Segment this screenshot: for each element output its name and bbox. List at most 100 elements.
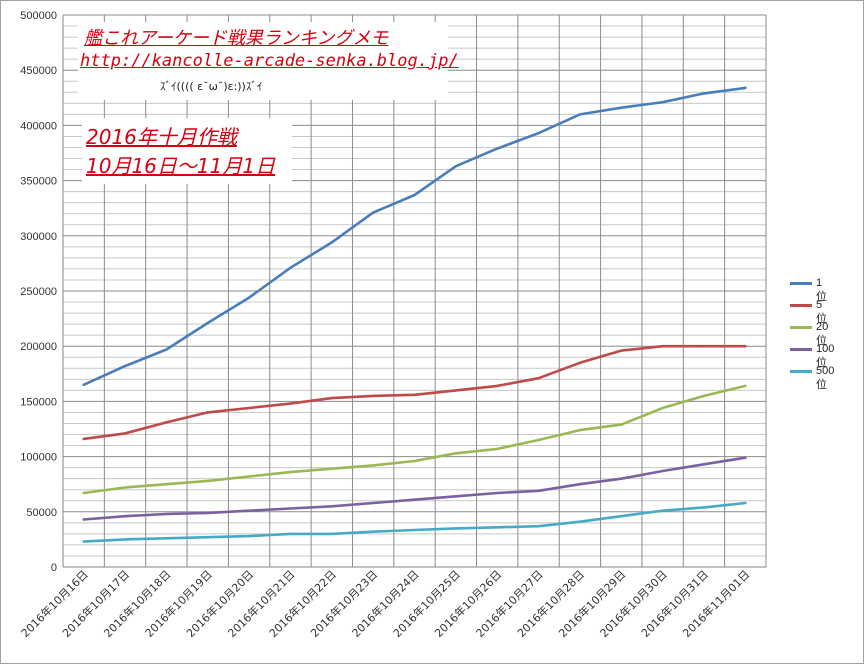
data-point bbox=[578, 428, 582, 432]
x-tick-labels: 2016年10月16日2016年10月17日2016年10月18日2016年10… bbox=[18, 567, 752, 640]
data-point bbox=[744, 456, 747, 459]
legend-label: 1位 bbox=[816, 277, 827, 303]
series-line-500位 bbox=[82, 501, 747, 543]
y-tick-label: 250000 bbox=[20, 286, 57, 298]
data-point bbox=[496, 526, 499, 529]
data-point bbox=[371, 211, 375, 214]
data-point bbox=[454, 165, 458, 168]
data-point bbox=[123, 432, 127, 435]
data-point bbox=[413, 528, 416, 532]
event-dates: 10月16日～11月1日 bbox=[86, 154, 276, 178]
data-point bbox=[661, 345, 664, 348]
data-point bbox=[82, 518, 85, 521]
legend-swatch bbox=[790, 326, 812, 329]
data-point bbox=[289, 266, 292, 270]
data-point bbox=[330, 467, 333, 470]
site-url: http://kancolle-arcade-senka.blog.jp/ bbox=[80, 51, 459, 71]
y-tick-label: 500000 bbox=[20, 10, 57, 22]
legend-swatch bbox=[790, 304, 812, 307]
data-point bbox=[371, 464, 375, 467]
data-point bbox=[330, 532, 333, 536]
data-point bbox=[702, 345, 706, 348]
data-point bbox=[371, 394, 375, 398]
data-point bbox=[744, 86, 747, 90]
data-point bbox=[289, 532, 292, 536]
data-point bbox=[537, 131, 540, 135]
data-point bbox=[247, 509, 251, 512]
data-point bbox=[620, 515, 623, 518]
data-point bbox=[537, 489, 540, 493]
y-tick-label: 100000 bbox=[20, 452, 57, 464]
data-point bbox=[247, 406, 251, 410]
legend-swatch bbox=[790, 282, 812, 285]
legend-swatch bbox=[790, 370, 812, 373]
event-background bbox=[82, 118, 292, 184]
data-point bbox=[537, 438, 540, 442]
data-point bbox=[82, 383, 85, 387]
data-point bbox=[123, 364, 127, 368]
series-line-5位 bbox=[82, 344, 747, 441]
y-tick-label: 450000 bbox=[20, 65, 57, 77]
y-tick-label: 300000 bbox=[20, 231, 57, 243]
data-point bbox=[661, 509, 664, 512]
data-point bbox=[702, 463, 706, 466]
axes bbox=[62, 15, 766, 568]
legend-swatch bbox=[790, 348, 812, 351]
data-point bbox=[537, 377, 540, 380]
data-point bbox=[371, 530, 375, 533]
data-point bbox=[620, 477, 623, 480]
data-point bbox=[620, 423, 623, 426]
data-point bbox=[454, 495, 458, 498]
y-tick-label: 0 bbox=[51, 562, 57, 574]
legend-label: 100位 bbox=[816, 343, 835, 369]
data-point bbox=[454, 389, 458, 392]
data-point bbox=[744, 345, 747, 348]
series-line-100位 bbox=[82, 456, 747, 521]
legend-label: 20位 bbox=[816, 321, 829, 347]
emote-text: ｽﾞｲ(((( ε˘ω˘)ε:))ｽﾞｲ bbox=[160, 80, 263, 93]
data-point bbox=[206, 411, 209, 414]
data-point bbox=[206, 321, 209, 325]
data-point bbox=[620, 106, 623, 109]
data-point bbox=[82, 491, 85, 495]
y-tick-label: 50000 bbox=[26, 507, 57, 519]
data-point bbox=[123, 486, 127, 489]
y-tick-label: 200000 bbox=[20, 341, 57, 353]
data-point bbox=[702, 506, 706, 509]
data-point bbox=[661, 469, 664, 473]
data-point bbox=[744, 501, 747, 505]
data-point bbox=[289, 507, 292, 510]
data-point bbox=[165, 537, 168, 540]
site-title: 艦これアーケード戦果ランキングメモ bbox=[84, 28, 389, 49]
data-point bbox=[206, 535, 209, 539]
data-point bbox=[454, 527, 458, 530]
data-point bbox=[620, 349, 623, 352]
data-point bbox=[496, 147, 499, 150]
data-point bbox=[661, 406, 664, 410]
y-tick-label: 350000 bbox=[20, 176, 57, 188]
data-point bbox=[661, 101, 664, 104]
data-point bbox=[82, 437, 85, 441]
data-point bbox=[496, 491, 499, 495]
data-point bbox=[413, 459, 416, 463]
data-point bbox=[165, 348, 168, 351]
data-point bbox=[330, 505, 333, 508]
data-point bbox=[165, 421, 168, 424]
series-lines bbox=[82, 86, 747, 543]
legend-label: 5位 bbox=[816, 299, 827, 325]
data-point bbox=[578, 113, 582, 116]
data-point bbox=[123, 515, 127, 518]
data-point bbox=[578, 483, 582, 486]
data-point bbox=[413, 193, 416, 197]
data-point bbox=[247, 534, 251, 538]
data-point bbox=[578, 520, 582, 523]
data-point bbox=[496, 384, 499, 388]
data-point bbox=[247, 475, 251, 478]
data-point bbox=[702, 92, 706, 95]
data-point bbox=[165, 483, 168, 486]
data-point bbox=[247, 296, 251, 299]
annotation-background bbox=[78, 22, 448, 100]
data-point bbox=[330, 241, 333, 244]
y-tick-labels: 0 50000 100000 150000 200000 250000 300000 3500… bbox=[20, 10, 57, 574]
